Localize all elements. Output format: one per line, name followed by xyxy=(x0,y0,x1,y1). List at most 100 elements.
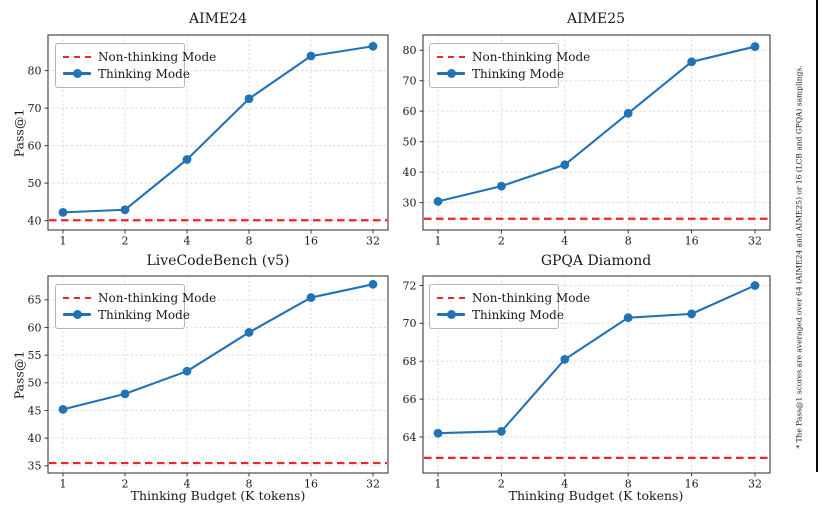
chart-title-aime24: AIME24 xyxy=(188,11,248,27)
screenshot-edge-line xyxy=(816,0,818,472)
y-tick-label: 68 xyxy=(403,355,417,368)
data-point xyxy=(750,281,760,290)
y-axis-label-bottom: Pass@1 xyxy=(11,350,27,400)
y-tick-label: 55 xyxy=(28,349,42,362)
data-point xyxy=(120,389,130,399)
x-tick-label: 32 xyxy=(366,235,380,248)
x-tick-label: 4 xyxy=(561,478,568,491)
legend-item-non-thinking: Non-thinking Mode xyxy=(437,48,590,65)
legend-item-thinking: Thinking Mode xyxy=(437,65,564,82)
y-tick-label: 45 xyxy=(28,404,42,417)
y-tick-label: 35 xyxy=(28,460,42,473)
chart-title-aime25: AIME25 xyxy=(566,11,626,27)
legend-item-non-thinking: Non-thinking Mode xyxy=(63,48,216,65)
thinking-line xyxy=(437,45,756,203)
chart-title-gpqa-diamond: GPQA Diamond xyxy=(540,253,652,269)
y-tick-label: 65 xyxy=(28,294,42,307)
x-tick-label: 1 xyxy=(60,235,67,248)
y-tick-label: 64 xyxy=(403,431,417,444)
x-axis-label-left: Thinking Budget (K tokens) xyxy=(130,488,306,503)
legend-label-thinking: Thinking Mode xyxy=(98,307,190,322)
axes-frame xyxy=(47,275,389,474)
blue-line-marker-swatch xyxy=(63,69,91,78)
data-point xyxy=(623,313,633,323)
red-dashed-line-swatch xyxy=(63,296,91,299)
data-point xyxy=(58,207,68,217)
y-tick-label: 72 xyxy=(403,279,417,292)
x-tick-label: 16 xyxy=(685,235,699,248)
data-point xyxy=(750,42,760,51)
x-tick-label: 1 xyxy=(60,478,67,491)
blue-line-marker-swatch xyxy=(437,69,465,78)
legend-label-non-thinking: Non-thinking Mode xyxy=(472,290,591,305)
data-point xyxy=(560,160,570,170)
chart-title-livecodebench: LiveCodeBench (v5) xyxy=(146,253,290,269)
x-tick-label: 8 xyxy=(625,235,632,248)
legend-label-non-thinking: Non-thinking Mode xyxy=(472,49,591,64)
axes-frame xyxy=(422,34,771,231)
y-tick-label: 60 xyxy=(28,321,42,334)
red-dashed-line-swatch xyxy=(63,55,91,58)
data-point xyxy=(244,328,254,337)
y-tick-label: 50 xyxy=(403,135,417,148)
legend-item-thinking: Thinking Mode xyxy=(63,306,190,323)
thinking-line xyxy=(437,284,756,435)
figure-footnote: * The Pass@1 scores are averaged over 64… xyxy=(794,65,804,449)
data-point xyxy=(433,196,443,206)
y-tick-label: 50 xyxy=(28,377,42,390)
axes-frame xyxy=(47,34,389,231)
data-point xyxy=(497,181,506,191)
data-point xyxy=(368,279,378,289)
y-tick-label: 80 xyxy=(403,44,417,57)
x-tick-label: 4 xyxy=(184,478,191,491)
x-axis-label-right: Thinking Budget (K tokens) xyxy=(508,488,684,503)
y-tick-label: 70 xyxy=(28,102,42,115)
x-tick-label: 32 xyxy=(366,478,380,491)
x-tick-label: 4 xyxy=(184,235,191,248)
legend-item-thinking: Thinking Mode xyxy=(63,65,190,82)
red-dashed-line-swatch xyxy=(437,55,465,58)
x-tick-label: 2 xyxy=(122,478,129,491)
legend-item-non-thinking: Non-thinking Mode xyxy=(63,289,216,306)
y-tick-label: 30 xyxy=(403,196,417,209)
x-tick-label: 16 xyxy=(304,478,318,491)
legend-item-non-thinking: Non-thinking Mode xyxy=(437,289,590,306)
y-tick-label: 70 xyxy=(403,317,417,330)
x-tick-label: 8 xyxy=(246,235,253,248)
blue-line-marker-swatch xyxy=(437,310,465,319)
y-tick-label: 40 xyxy=(403,166,417,179)
legend-label-non-thinking: Non-thinking Mode xyxy=(98,49,217,64)
x-tick-label: 32 xyxy=(748,235,762,248)
subplot-gpqa-diamond: 64 66 68 70 72 1 2 4 8 16 32 xyxy=(403,275,771,491)
data-point xyxy=(497,426,506,436)
subplot-aime25: 30 40 50 60 70 80 1 2 4 8 16 32 xyxy=(403,34,771,248)
x-tick-label: 1 xyxy=(435,478,442,491)
data-point xyxy=(182,155,192,164)
legend-aime25: Non-thinking Mode Thinking Mode xyxy=(429,43,590,88)
x-tick-label: 8 xyxy=(246,478,253,491)
legend-gpqa-diamond: Non-thinking Mode Thinking Mode xyxy=(429,284,590,329)
legend-livecodebench: Non-thinking Mode Thinking Mode xyxy=(55,284,216,329)
x-tick-label: 4 xyxy=(561,235,568,248)
x-tick-label: 2 xyxy=(498,235,505,248)
x-tick-label: 8 xyxy=(625,478,632,491)
data-point xyxy=(306,293,316,302)
data-point xyxy=(306,51,316,61)
data-point xyxy=(687,309,696,319)
x-tick-label: 16 xyxy=(304,235,318,248)
red-dashed-line-swatch xyxy=(437,296,465,299)
data-point xyxy=(560,354,570,364)
y-tick-label: 40 xyxy=(28,214,42,227)
y-tick-label: 80 xyxy=(28,64,42,77)
y-tick-label: 60 xyxy=(28,139,42,152)
y-axis-label-top: Pass@1 xyxy=(11,108,27,158)
y-tick-label: 66 xyxy=(403,393,417,406)
legend-label-non-thinking: Non-thinking Mode xyxy=(98,290,217,305)
legend-label-thinking: Thinking Mode xyxy=(98,66,190,81)
x-tick-label: 2 xyxy=(122,235,129,248)
blue-line-marker-swatch xyxy=(63,310,91,319)
x-tick-label: 2 xyxy=(498,478,505,491)
y-tick-label: 60 xyxy=(403,105,417,118)
